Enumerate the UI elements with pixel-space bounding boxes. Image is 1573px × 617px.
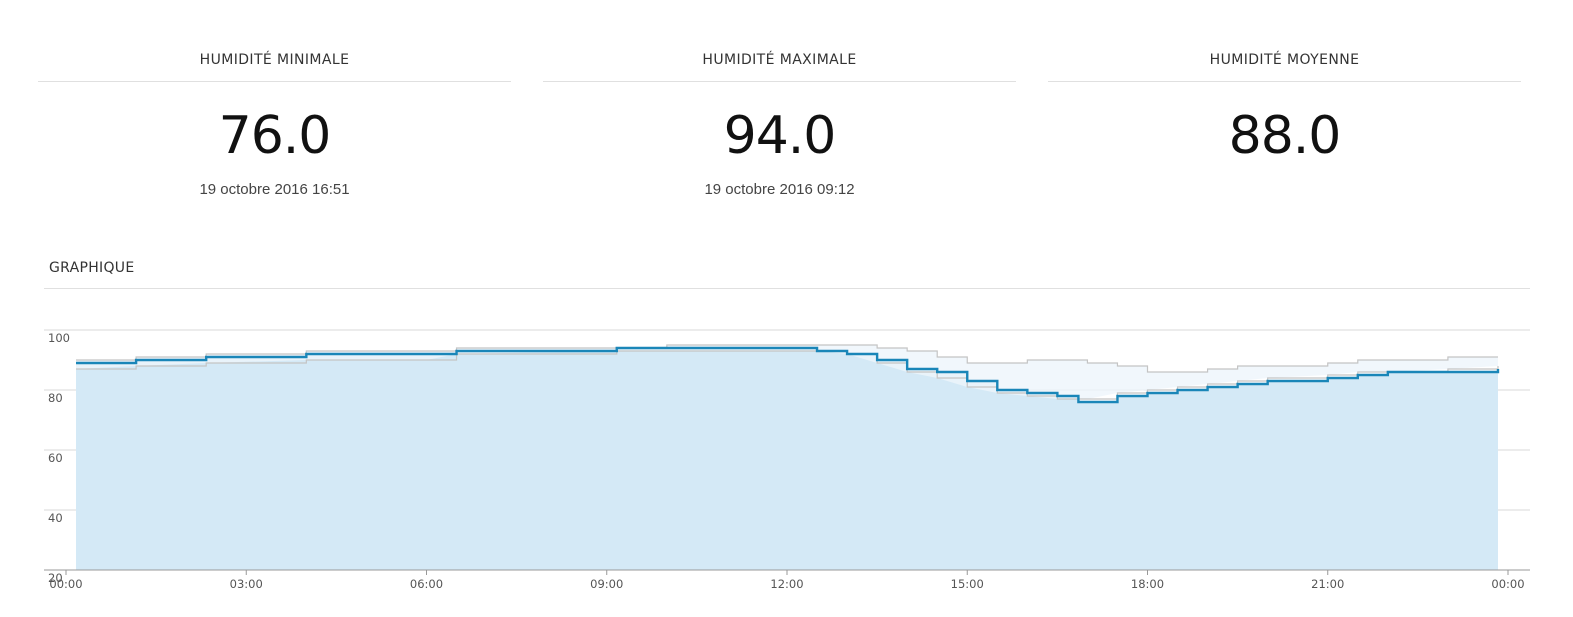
section-divider	[44, 288, 1530, 289]
x-tick-label: 03:00	[230, 577, 263, 591]
stat-date: 19 octobre 2016 09:12	[704, 181, 855, 198]
divider	[38, 81, 511, 82]
y-tick-label: 40	[48, 511, 63, 525]
divider	[543, 81, 1016, 82]
stat-title: HUMIDITÉ MINIMALE	[199, 52, 350, 68]
y-tick-label: 20	[48, 571, 63, 585]
x-tick-label: 00:00	[49, 577, 82, 591]
series-line-upper	[76, 344, 1498, 373]
series-line-lower	[76, 350, 1499, 400]
series-line	[76, 346, 1500, 404]
stat-value: 88.0	[1228, 106, 1342, 166]
x-tick-label: 18:00	[1131, 577, 1164, 591]
y-tick-label: 100	[48, 331, 70, 345]
area-fill	[76, 348, 1498, 570]
x-tick-label: 12:00	[770, 577, 803, 591]
stat-title: HUMIDITÉ MAXIMALE	[702, 52, 857, 68]
range-band	[76, 345, 1498, 399]
section-title: GRAPHIQUE	[49, 260, 135, 276]
stat-value: 76.0	[218, 106, 332, 166]
x-tick-label: 15:00	[951, 577, 984, 591]
stat-value: 94.0	[723, 106, 837, 166]
x-tick-label: 21:00	[1311, 577, 1344, 591]
y-tick-label: 80	[48, 391, 63, 405]
stat-date: 19 octobre 2016 16:51	[199, 181, 350, 198]
x-tick-label: 06:00	[410, 577, 443, 591]
stat-title: HUMIDITÉ MOYENNE	[1209, 52, 1360, 68]
divider	[1048, 81, 1521, 82]
x-tick-label: 09:00	[590, 577, 623, 591]
y-tick-label: 60	[48, 451, 63, 465]
x-tick-label: 00:00	[1491, 577, 1524, 591]
